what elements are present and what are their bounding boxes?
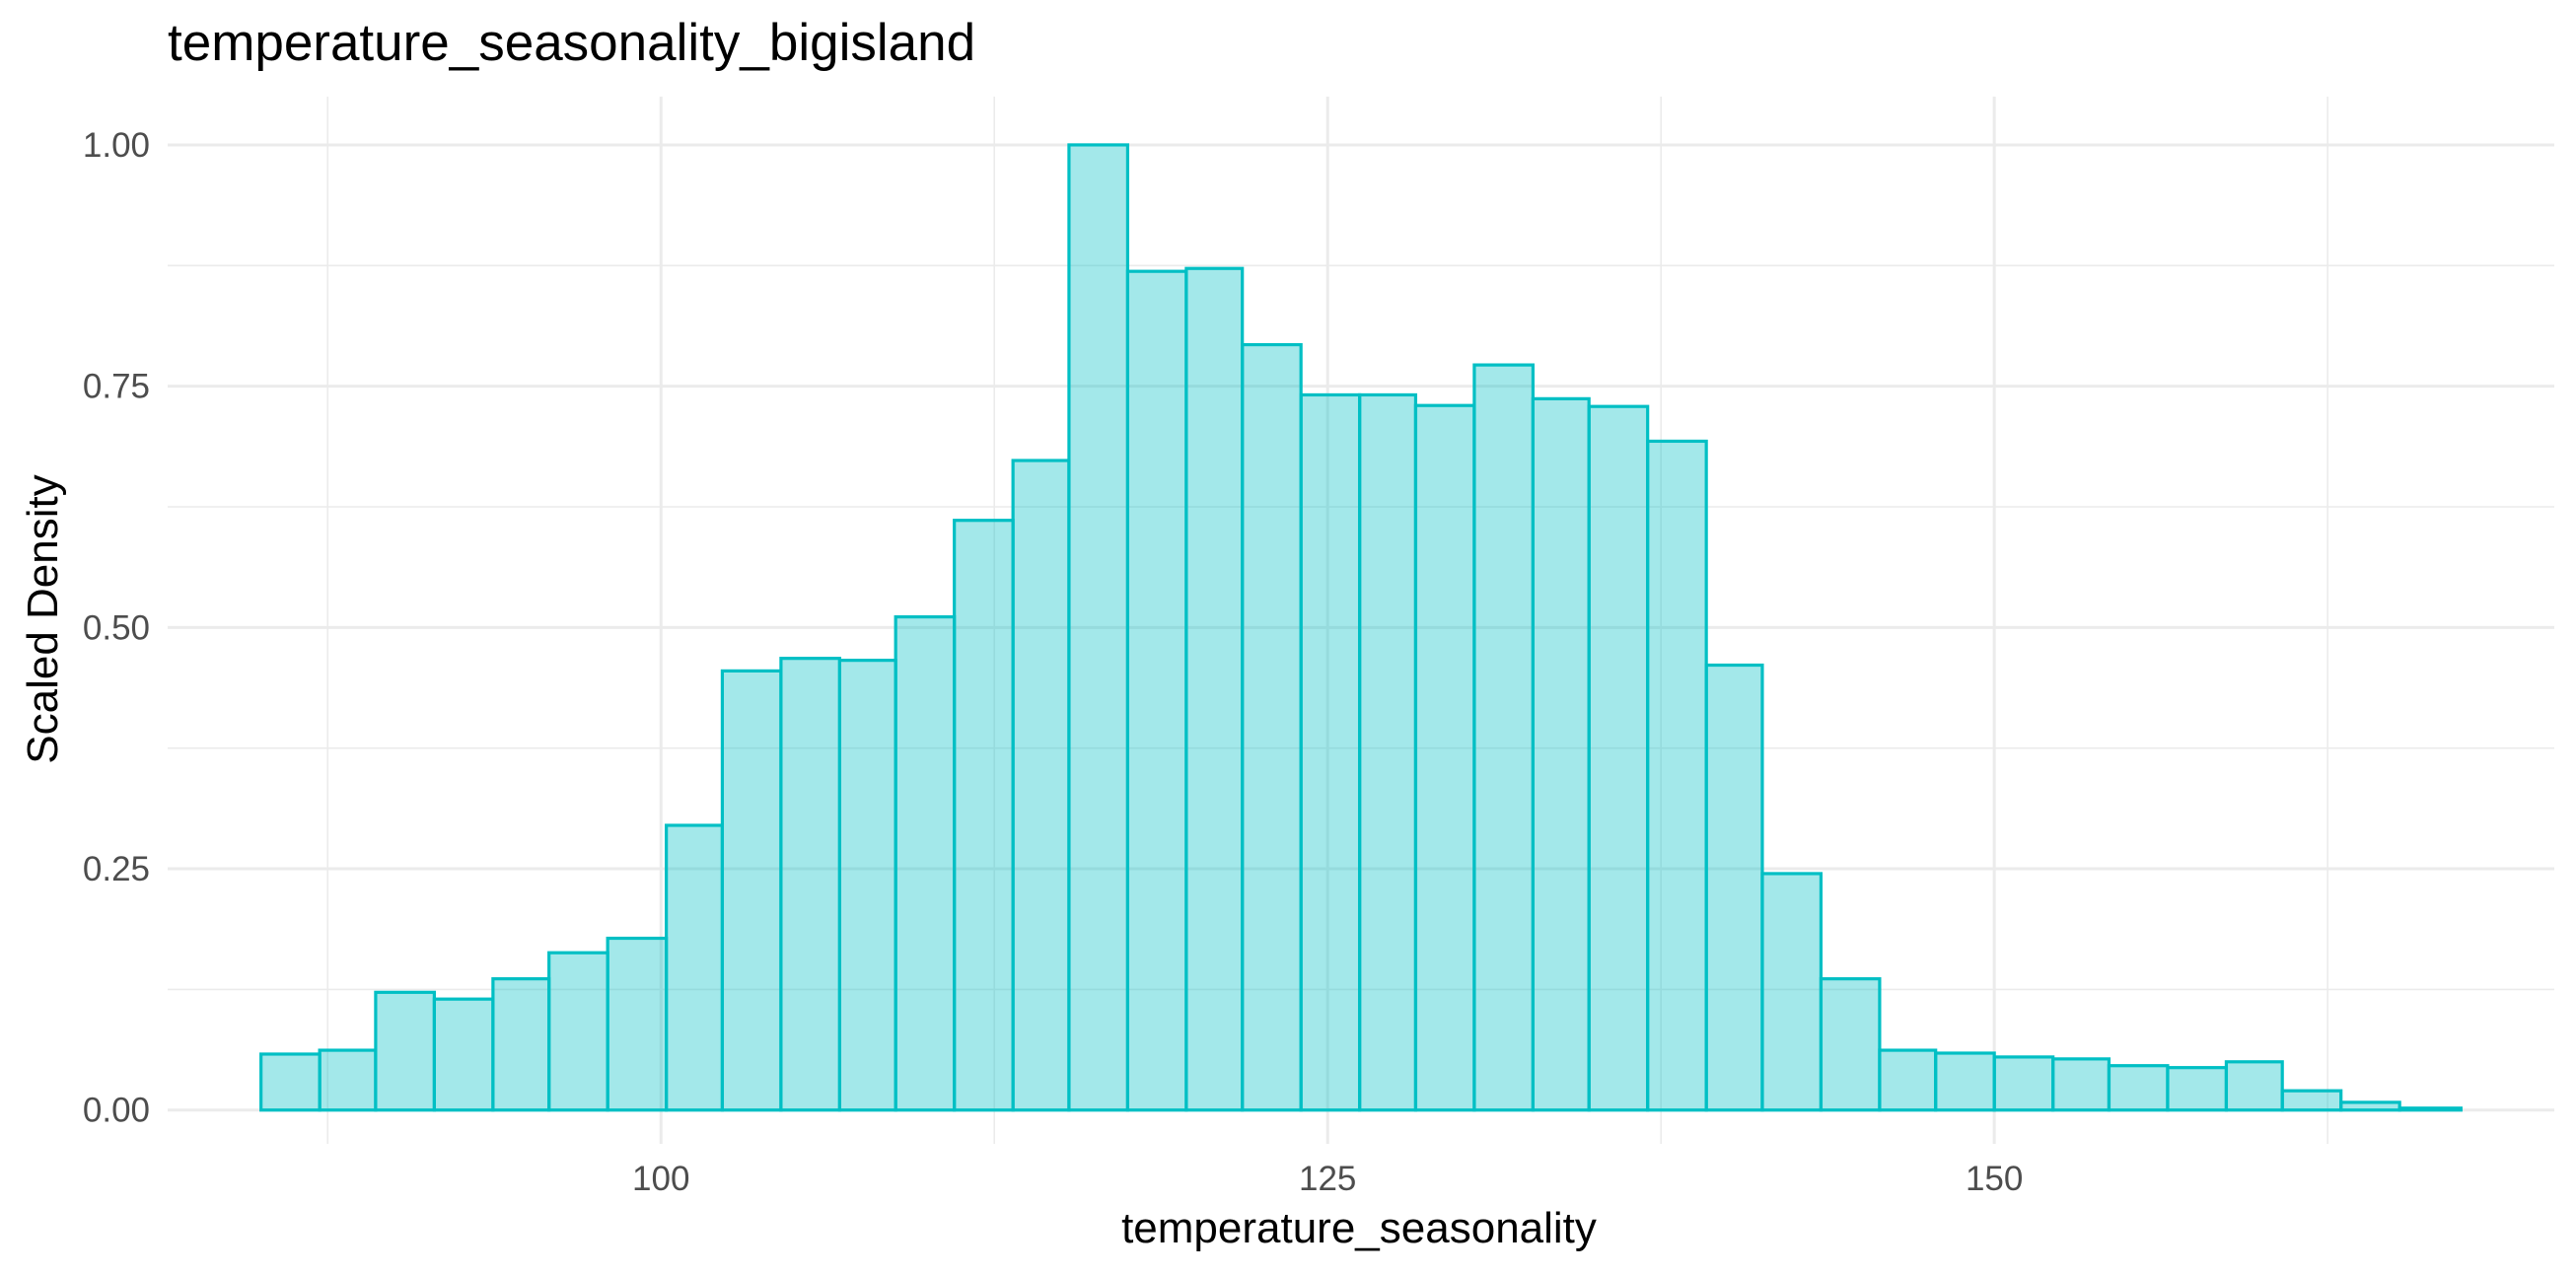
histogram-bar: [837, 659, 897, 1112]
x-tick-label: 125: [1299, 1160, 1356, 1198]
chart-title: temperature_seasonality_bigisland: [168, 14, 975, 72]
histogram-bar: [2339, 1100, 2401, 1112]
histogram-bar: [1011, 459, 1071, 1112]
histogram-bar: [1067, 143, 1130, 1112]
histogram-bar: [1646, 439, 1708, 1112]
histogram-bar: [2107, 1064, 2170, 1112]
y-axis-tick-labels: 0.00 0.25 0.50 0.75 1.00: [83, 126, 150, 1130]
x-axis-title: temperature_seasonality: [1121, 1204, 1597, 1252]
y-axis-title: Scaled Density: [19, 474, 67, 763]
histogram-bar: [259, 1052, 322, 1112]
histogram-bar: [1934, 1051, 1996, 1112]
histogram-bar: [779, 657, 841, 1112]
histogram-bar: [894, 614, 957, 1112]
histogram-bar: [1299, 392, 1362, 1112]
histogram-bar: [1760, 872, 1824, 1112]
histogram-bar: [1704, 663, 1764, 1112]
histogram-bar: [1531, 396, 1591, 1112]
x-axis-tick-labels: 100 125 150: [632, 1160, 2023, 1198]
histogram-bar: [491, 977, 551, 1112]
histogram-bar: [1819, 977, 1882, 1112]
histogram-bars: [259, 143, 2463, 1112]
histogram-bar: [665, 823, 725, 1112]
histogram-bar: [318, 1048, 378, 1112]
histogram-bar: [1358, 392, 1418, 1112]
histogram-bar: [547, 951, 609, 1112]
y-tick-label: 0.75: [83, 368, 150, 406]
histogram-bar: [2051, 1057, 2111, 1112]
histogram-bar: [953, 519, 1015, 1112]
histogram-bar: [1878, 1048, 1938, 1112]
x-tick-label: 100: [632, 1160, 689, 1198]
histogram-bar: [2166, 1066, 2229, 1112]
histogram-bar: [2280, 1089, 2343, 1112]
histogram-bar: [432, 997, 495, 1112]
histogram-bar: [1992, 1055, 2055, 1112]
histogram-bar: [1125, 269, 1188, 1112]
y-tick-label: 1.00: [83, 126, 150, 165]
histogram-bar: [720, 669, 783, 1112]
histogram-bar: [2397, 1106, 2463, 1112]
histogram-bar: [1472, 363, 1536, 1112]
histogram-bar: [1413, 403, 1476, 1112]
x-tick-label: 150: [1966, 1160, 2023, 1198]
y-tick-label: 0.00: [83, 1092, 150, 1130]
histogram-bar: [374, 990, 436, 1112]
y-tick-label: 0.25: [83, 850, 150, 888]
histogram-bar: [606, 936, 669, 1112]
histogram-bar: [1587, 404, 1650, 1112]
y-tick-label: 0.50: [83, 608, 150, 647]
histogram-bar: [1241, 342, 1303, 1112]
histogram-bar: [1184, 266, 1245, 1112]
histogram-bar: [2224, 1060, 2284, 1112]
